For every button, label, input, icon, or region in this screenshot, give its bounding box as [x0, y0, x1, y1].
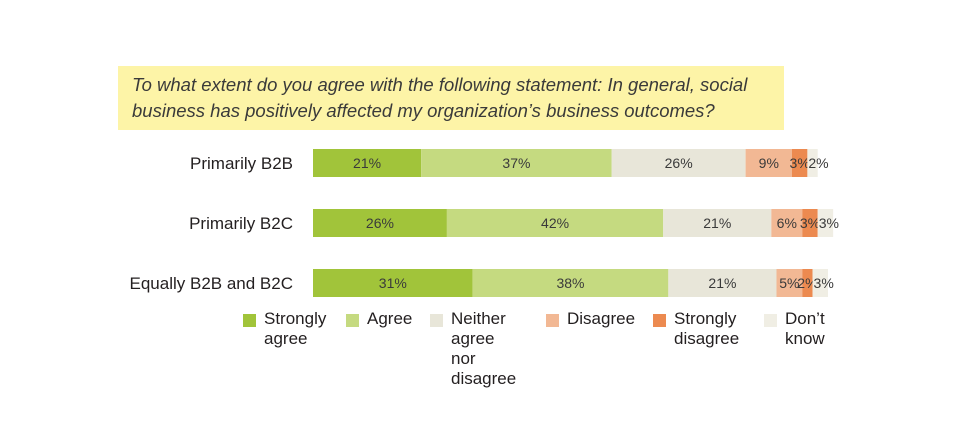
data-label: 21%: [708, 275, 736, 291]
data-label: 3%: [819, 215, 839, 231]
legend-swatch: [243, 314, 256, 327]
data-label: 31%: [379, 275, 407, 291]
bar-segment: [802, 209, 818, 237]
question-text: To what extent do you agree with the fol…: [132, 74, 748, 121]
legend-item: Disagree: [546, 309, 635, 329]
data-label: 3%: [814, 275, 834, 291]
bar-segment: [472, 269, 669, 297]
bar-segment: [313, 209, 447, 237]
legend-item: Agree: [346, 309, 412, 329]
data-label: 3%: [800, 215, 820, 231]
data-label: 26%: [665, 155, 693, 171]
bar-segment: [313, 149, 422, 177]
legend-label: Strongly agree: [264, 309, 327, 348]
bar-segment: [313, 269, 473, 297]
legend-swatch: [764, 314, 777, 327]
legend-swatch: [546, 314, 559, 327]
data-label: 9%: [759, 155, 779, 171]
bar-segment: [802, 269, 813, 297]
category-label: Equally B2B and B2C: [130, 274, 294, 293]
legend-label: Strongly disagree: [674, 309, 740, 348]
bar-segment: [807, 149, 818, 177]
question-box: To what extent do you agree with the fol…: [118, 66, 784, 130]
bar-segment: [668, 269, 777, 297]
data-label: 26%: [366, 215, 394, 231]
bar-segment: [421, 149, 612, 177]
bar-segment: [771, 209, 803, 237]
bar-segment: [791, 149, 808, 177]
data-label: 6%: [777, 215, 797, 231]
data-label: 5%: [779, 275, 799, 291]
data-label: 2%: [797, 275, 817, 291]
data-label: 21%: [703, 215, 731, 231]
legend-item: Strongly agree: [243, 309, 326, 349]
data-label: 2%: [808, 155, 828, 171]
legend-swatch: [430, 314, 443, 327]
legend-swatch: [346, 314, 359, 327]
legend-label: Disagree: [567, 309, 636, 328]
legend-item: Strongly disagree: [653, 309, 739, 349]
data-label: 3%: [790, 155, 810, 171]
data-label: 42%: [541, 215, 569, 231]
bar-segment: [817, 209, 834, 237]
legend-item: Neither agree nor disagree: [430, 309, 516, 389]
bar-segment: [663, 209, 772, 237]
bar-segment: [611, 149, 746, 177]
bar-segment: [812, 269, 828, 297]
bar-segment: [446, 209, 664, 237]
legend-swatch: [653, 314, 666, 327]
legend-label: Agree: [367, 309, 413, 328]
data-label: 21%: [353, 155, 381, 171]
bar-segment: [776, 269, 803, 297]
category-label: Primarily B2B: [190, 154, 293, 173]
bar-segment: [745, 149, 792, 177]
legend-label: Neither agree nor disagree: [451, 309, 517, 388]
data-label: 38%: [556, 275, 584, 291]
legend-label: Don’t know: [785, 309, 825, 348]
data-label: 37%: [502, 155, 530, 171]
legend-item: Don’t know: [764, 309, 825, 349]
category-label: Primarily B2C: [189, 214, 293, 233]
